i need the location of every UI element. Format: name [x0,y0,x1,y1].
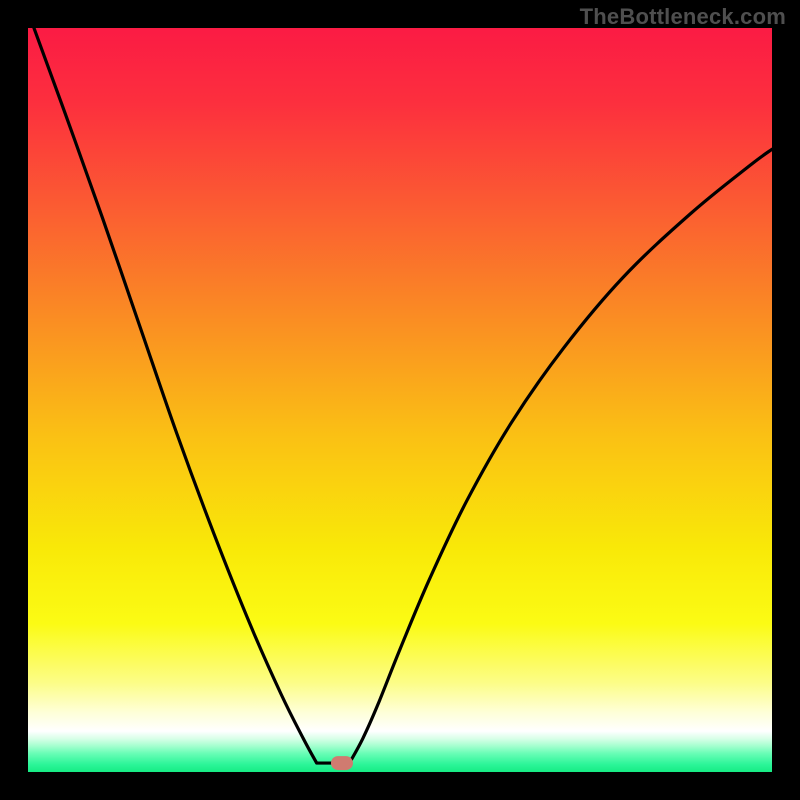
bottleneck-chart [0,0,800,800]
watermark-text: TheBottleneck.com [580,4,786,30]
plot-background [28,28,772,772]
marker-dot [331,756,353,770]
chart-frame: TheBottleneck.com [0,0,800,800]
